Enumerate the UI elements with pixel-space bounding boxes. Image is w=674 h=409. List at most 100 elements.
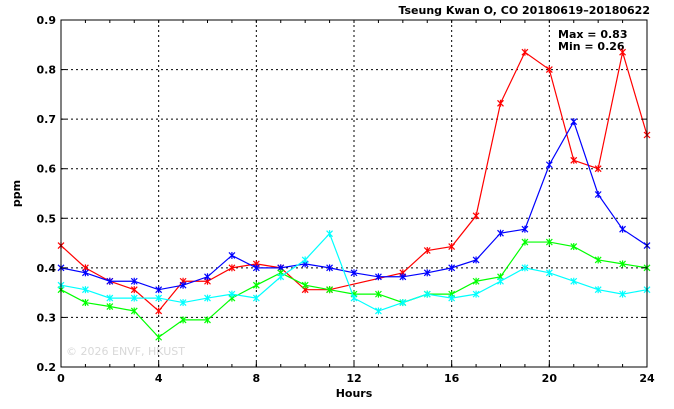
data-point xyxy=(619,290,627,298)
data-point xyxy=(155,333,163,341)
data-point xyxy=(521,238,529,246)
data-point xyxy=(472,256,480,264)
data-point xyxy=(619,260,627,268)
data-point xyxy=(106,294,114,302)
data-point xyxy=(130,294,138,302)
data-point xyxy=(497,99,504,107)
data-point xyxy=(545,161,553,169)
series-layer xyxy=(57,48,651,341)
y-tick-label: 0.7 xyxy=(37,113,57,126)
data-point xyxy=(81,299,89,307)
data-point xyxy=(570,118,578,126)
data-point xyxy=(423,247,431,255)
data-point xyxy=(521,264,529,272)
min-label: Min = 0.26 xyxy=(558,40,625,53)
y-tick-label: 0.9 xyxy=(37,14,57,27)
data-point xyxy=(155,307,163,315)
data-point xyxy=(350,294,358,302)
x-tick-label: 0 xyxy=(57,372,65,385)
data-point xyxy=(570,156,578,164)
data-point xyxy=(204,294,211,302)
series-4 xyxy=(57,230,651,315)
data-point xyxy=(448,294,456,302)
data-point xyxy=(130,307,138,315)
data-point xyxy=(106,277,114,285)
data-point xyxy=(106,303,114,311)
data-point xyxy=(252,264,260,272)
data-point xyxy=(594,190,602,198)
data-point xyxy=(594,286,602,294)
data-point xyxy=(179,281,187,289)
data-point xyxy=(423,269,431,277)
data-point xyxy=(545,269,553,277)
data-point xyxy=(497,277,504,285)
data-point xyxy=(326,230,334,238)
data-point xyxy=(130,286,138,294)
y-tick-label: 0.2 xyxy=(37,361,57,374)
x-tick-label: 12 xyxy=(346,372,361,385)
data-point xyxy=(521,48,529,56)
series-2 xyxy=(57,118,651,294)
data-point xyxy=(545,238,553,246)
data-point xyxy=(81,269,89,277)
x-axis-label: Hours xyxy=(336,387,373,400)
ticks: 0 4 8 12 16 20 24 0.2 0.3 0.4 0.5 0.6 0.7 0.8 0.9 xyxy=(37,14,655,385)
data-point xyxy=(423,290,431,298)
data-point xyxy=(252,281,260,289)
plot-frame xyxy=(60,19,648,368)
data-point xyxy=(521,225,529,233)
data-point xyxy=(448,243,456,251)
grid-lines xyxy=(61,20,647,367)
data-point xyxy=(155,286,163,294)
data-point xyxy=(81,286,89,294)
watermark: © 2026 ENVF, HKUST xyxy=(66,345,185,358)
data-point xyxy=(594,256,602,264)
data-point xyxy=(301,281,309,289)
y-axis-label: ppm xyxy=(10,180,23,207)
x-tick-label: 16 xyxy=(444,372,460,385)
data-point xyxy=(472,290,480,298)
data-point xyxy=(179,316,187,324)
data-point xyxy=(130,277,138,285)
max-label: Max = 0.83 xyxy=(558,28,628,41)
data-point xyxy=(545,66,553,74)
data-point xyxy=(252,294,260,302)
y-tick-label: 0.6 xyxy=(37,163,57,176)
data-point xyxy=(179,299,187,307)
data-point xyxy=(204,316,211,324)
data-point xyxy=(594,165,602,173)
x-tick-label: 4 xyxy=(155,372,163,385)
data-point xyxy=(326,264,334,272)
data-point xyxy=(472,212,480,220)
data-point xyxy=(570,277,578,285)
data-point xyxy=(399,273,407,281)
data-point xyxy=(472,277,480,285)
y-tick-label: 0.5 xyxy=(37,212,57,225)
x-tick-label: 20 xyxy=(542,372,558,385)
y-tick-label: 0.8 xyxy=(37,64,57,77)
data-point xyxy=(570,243,578,251)
data-point xyxy=(228,251,236,259)
data-point xyxy=(277,273,285,281)
data-point xyxy=(374,273,382,281)
data-point xyxy=(399,299,407,307)
data-point xyxy=(204,273,211,281)
data-point xyxy=(228,290,236,298)
y-tick-label: 0.3 xyxy=(37,311,57,324)
x-tick-label: 24 xyxy=(639,372,655,385)
y-tick-label: 0.4 xyxy=(37,262,57,275)
data-point xyxy=(619,225,627,233)
x-tick-label: 8 xyxy=(253,372,261,385)
chart-title: Tseung Kwan O, CO 20180619–20180622 xyxy=(398,4,650,17)
data-point xyxy=(374,290,382,298)
data-point xyxy=(350,269,358,277)
data-point xyxy=(228,264,236,272)
data-point xyxy=(448,264,456,272)
data-point xyxy=(619,48,627,56)
data-point xyxy=(155,294,163,302)
data-point xyxy=(374,307,382,315)
data-point xyxy=(326,286,334,294)
data-point xyxy=(497,229,504,237)
data-point xyxy=(301,256,309,264)
